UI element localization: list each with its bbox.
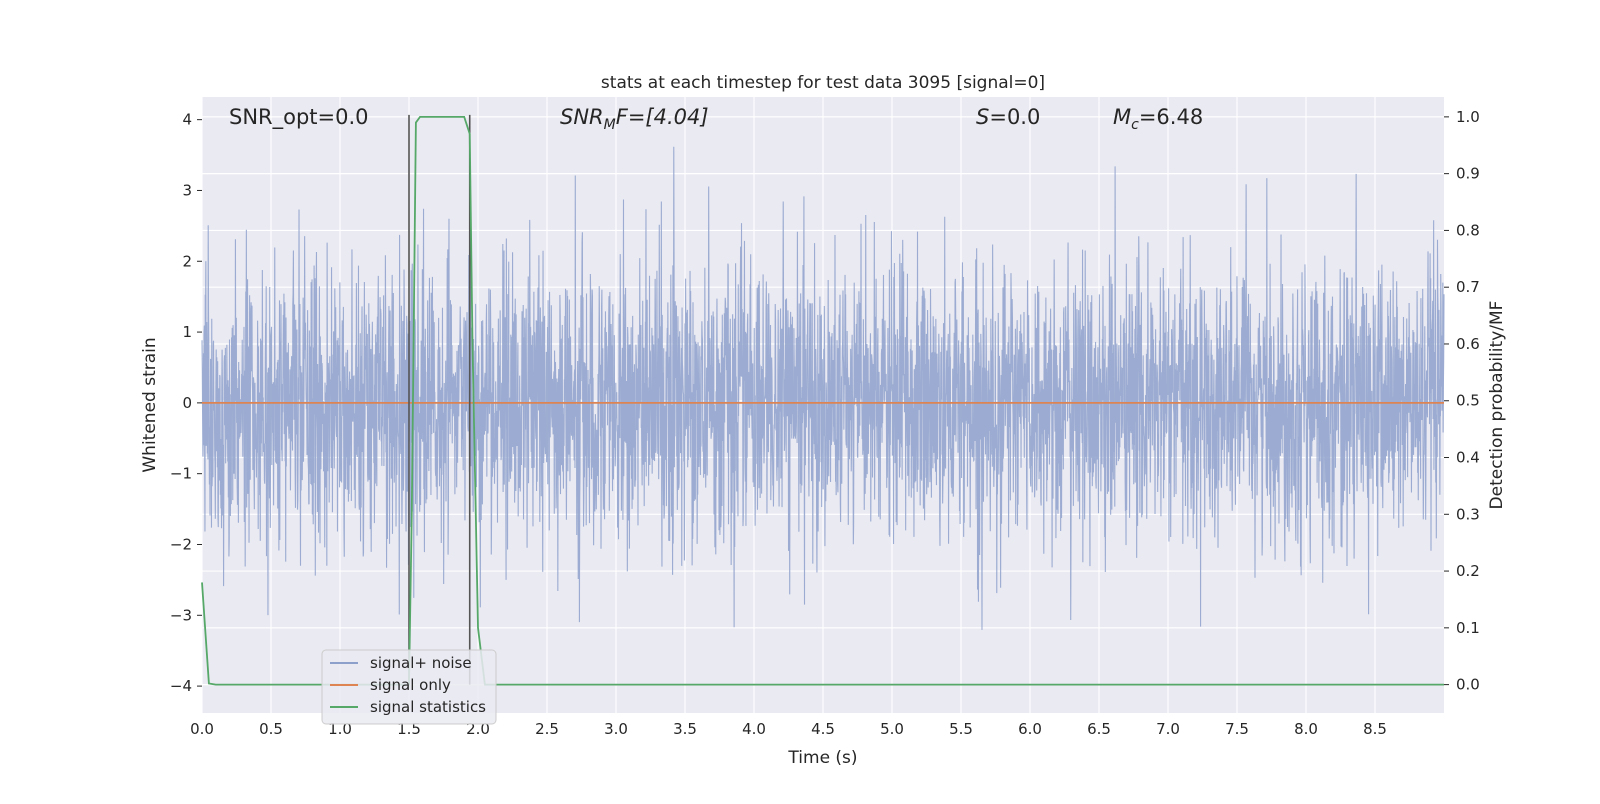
y2-tick-label: 0.8 <box>1456 221 1480 239</box>
legend-box <box>321 649 497 725</box>
legend-label-signal-only: signal only <box>370 676 451 694</box>
y-tick-label: 3 <box>182 181 192 199</box>
legend-label-signal-plus-noise: signal+ noise <box>370 654 472 672</box>
annotation-mc-rest: =6.48 <box>1139 105 1203 129</box>
signal-statistics-line <box>201 115 1444 686</box>
x-tick-label: 4.5 <box>811 720 835 738</box>
y-tick-label: 4 <box>182 111 192 129</box>
annotation-mc-sub: c <box>1131 117 1139 133</box>
y2-tick-label: 0.3 <box>1456 505 1480 523</box>
y-ticks: 4 3 2 1 0 −1 −2 −3 −4 <box>170 111 202 695</box>
legend: signal+ noise signal only signal statist… <box>321 649 497 725</box>
x-tick-label: 8.0 <box>1294 720 1318 738</box>
x-axis-label: Time (s) <box>787 748 857 768</box>
y-axis-label: Whitened strain <box>140 337 160 472</box>
y-tick-label: 1 <box>182 323 192 341</box>
y2-tick-label: 0.2 <box>1456 562 1480 580</box>
x-tick-label: 6.5 <box>1087 720 1111 738</box>
x-tick-label: 2.5 <box>535 720 559 738</box>
x-tick-label: 5.0 <box>880 720 904 738</box>
y2-tick-label: 0.7 <box>1456 278 1480 296</box>
annotation-mc-base: M <box>1113 105 1131 129</box>
x-tick-label: 4.0 <box>742 720 766 738</box>
x-tick-label: 3.5 <box>673 720 697 738</box>
y-tick-label: −4 <box>170 677 192 695</box>
y2-tick-label: 0.6 <box>1456 335 1480 353</box>
annotation-s: S=0.0 <box>976 105 1040 129</box>
x-tick-label: 8.5 <box>1363 720 1387 738</box>
y-tick-label: −1 <box>170 465 192 483</box>
y2-ticks: 1.0 0.9 0.8 0.7 0.6 0.5 0.4 0.3 0.2 0.1 0.0 <box>1444 108 1480 694</box>
x-tick-label: 7.0 <box>1156 720 1180 738</box>
chart-title: stats at each timestep for test data 309… <box>601 73 1045 93</box>
signal-statistics-series <box>201 115 1444 686</box>
x-tick-label: 6.0 <box>1018 720 1042 738</box>
annotation-snr-mf-sub: M <box>604 117 616 133</box>
y2-tick-label: 0.5 <box>1456 392 1480 410</box>
annotation-snr-mf: SNRMF=[4.04] <box>560 105 709 133</box>
annotation-mc: Mc=6.48 <box>1113 105 1203 133</box>
x-tick-label: 7.5 <box>1225 720 1249 738</box>
x-tick-label: 0.0 <box>190 720 214 738</box>
annotation-s-var: S <box>976 105 989 129</box>
annotation-snr-opt: SNR_opt=0.0 <box>229 105 369 130</box>
x-tick-label: 3.0 <box>604 720 628 738</box>
vertical-markers <box>408 114 471 685</box>
y2-tick-label: 0.1 <box>1456 619 1480 637</box>
y2-tick-label: 1.0 <box>1456 108 1480 126</box>
annotation-snr-mf-rest-italic: F=[4.04] <box>616 105 709 129</box>
annotation-snr-mf-base: SNR <box>560 105 604 129</box>
x-tick-label: 5.5 <box>949 720 973 738</box>
annotation-s-rest: =0.0 <box>989 105 1040 129</box>
legend-label-signal-statistics: signal statistics <box>370 698 486 716</box>
y-tick-label: −2 <box>170 535 192 553</box>
y-tick-label: −3 <box>170 606 192 624</box>
x-tick-label: 0.5 <box>259 720 283 738</box>
y2-tick-label: 0.0 <box>1456 676 1480 694</box>
y2-axis-label: Detection probability/MF <box>1487 301 1507 510</box>
y2-tick-label: 0.9 <box>1456 165 1480 183</box>
y2-tick-label: 0.4 <box>1456 449 1480 467</box>
y-tick-label: 2 <box>182 252 192 270</box>
y-tick-label: 0 <box>182 394 192 412</box>
